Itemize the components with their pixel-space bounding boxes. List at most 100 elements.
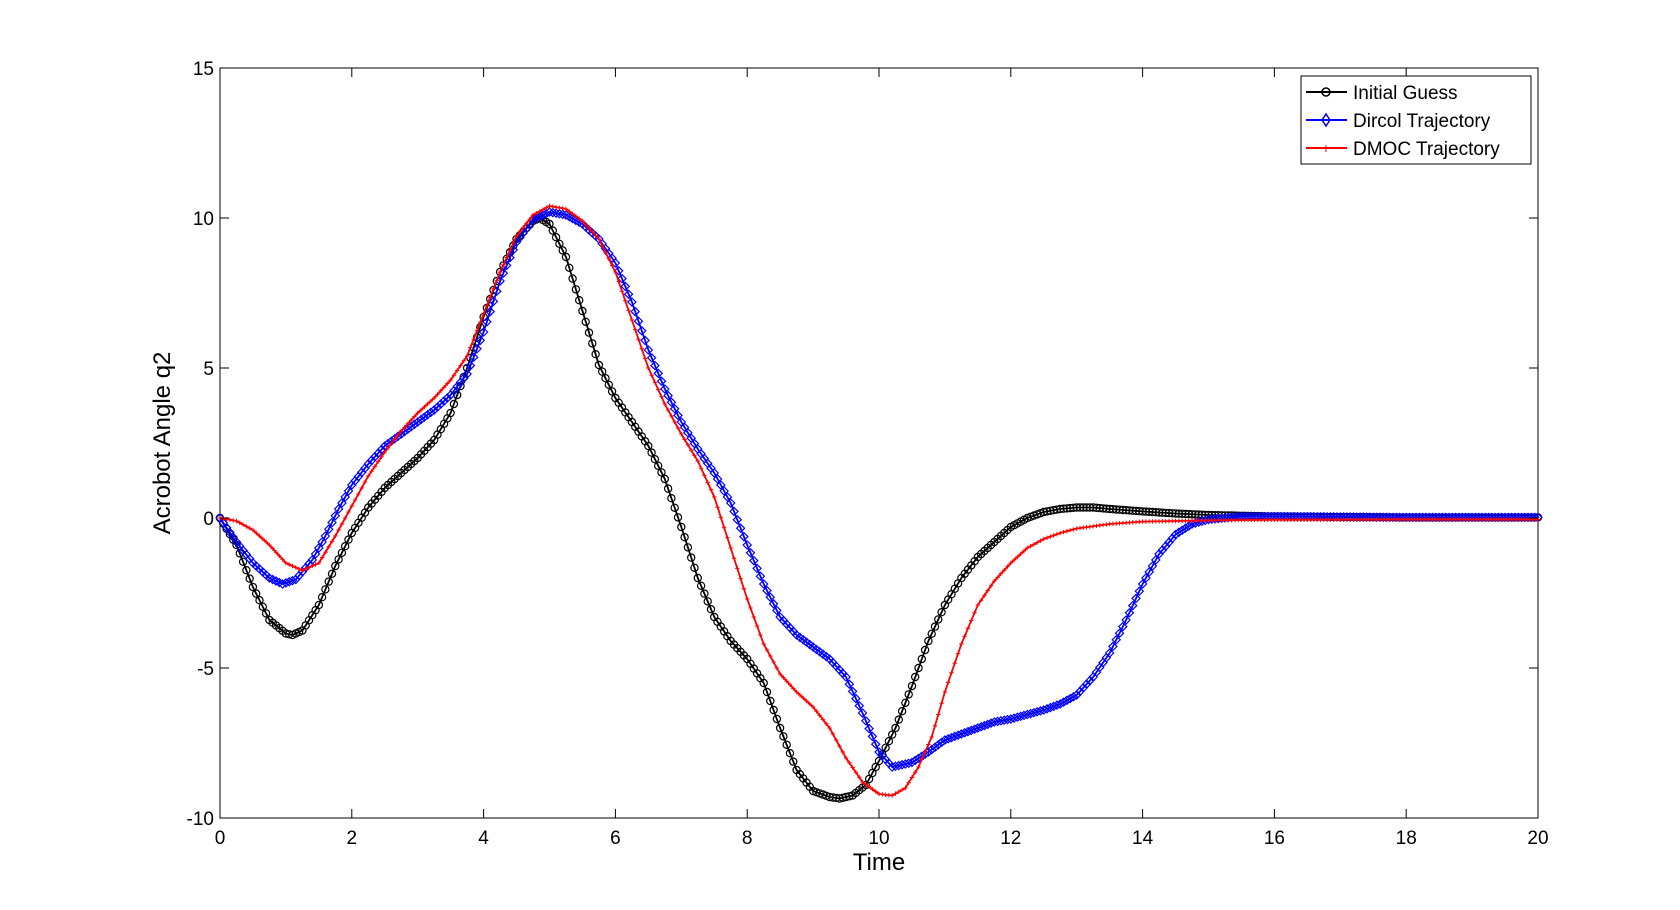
data-point [273,550,279,555]
data-point [517,229,523,234]
data-point [478,320,483,325]
legend-marker-circle-icon [1321,87,1331,97]
data-point [323,524,334,535]
y-tick-label: 10 [193,209,214,230]
data-point [930,622,940,631]
data-point [1054,532,1060,537]
data-point [745,547,756,558]
data-point [511,241,516,246]
data-point [475,335,486,346]
data-point [739,531,749,542]
data-point [888,730,897,739]
data-point [464,353,470,359]
data-point [988,583,994,588]
data-point [804,698,809,704]
data-point [565,263,574,272]
x-tick-label: 12 [1000,828,1021,849]
data-point [893,791,898,796]
data-point [995,575,1000,580]
data-point [735,523,746,534]
data-point [916,764,921,770]
data-point [1150,555,1161,565]
data-point [824,721,829,726]
legend: Initial Guess Dircol Trajectory + DMOC T… [1300,75,1532,165]
data-point [481,311,486,317]
x-tick-label: 18 [1396,828,1417,849]
data-point [551,208,561,219]
data-point [774,665,780,671]
data-point [548,226,558,235]
data-point [570,211,575,216]
data-point [333,504,344,514]
data-point [847,686,858,697]
data-point [766,696,775,706]
data-point [698,466,704,471]
data-point [797,692,803,698]
data-point [260,536,266,542]
data-point [458,363,463,368]
data-point [1102,504,1111,513]
data-point [1045,702,1056,713]
data-point [847,760,852,765]
data-point [963,726,973,737]
data-point [416,414,426,425]
data-point [379,454,384,459]
data-point [1134,586,1145,597]
data-point [558,246,567,255]
data-point [810,704,816,710]
data-point [666,397,677,408]
data-point [596,236,602,242]
data-point [1147,561,1158,571]
legend-label: Initial Guess [1353,83,1458,104]
data-point [656,387,661,392]
x-tick-label: 6 [610,828,621,849]
data-point [801,695,806,701]
y-tick-label: 0 [203,509,214,530]
data-point [1048,534,1053,539]
data-point [779,732,788,741]
data-point [840,749,845,755]
data-point [488,296,499,307]
data-point [998,571,1004,576]
data-point [252,589,261,598]
data-point [389,433,400,444]
data-point [1137,579,1148,589]
data-point [432,402,443,412]
legend-label: DMOC Trajectory [1353,139,1500,160]
data-point [616,279,621,284]
data-point [830,731,836,737]
data-point [642,356,648,361]
data-point [604,380,614,389]
data-point [1171,509,1180,518]
data-point [324,577,333,586]
data-point [695,458,700,464]
data-point [527,217,532,222]
data-point [314,600,324,610]
data-point [234,518,239,524]
data-point [465,360,476,371]
data-point [320,531,331,541]
data-point [949,731,960,742]
data-point [982,593,987,598]
data-point [927,629,936,639]
data-point [914,663,923,673]
legend-marker-plus-icon: + [1322,140,1330,156]
data-point [406,421,416,432]
data-point [590,229,595,234]
data-point [762,687,772,697]
data-point [929,734,934,740]
data-point [896,789,901,794]
x-tick-label: 8 [742,828,753,849]
data-point [514,233,519,239]
data-point [415,410,420,416]
data-point [729,506,739,517]
data-point [1025,545,1030,551]
data-point [619,289,625,294]
data-point [334,555,343,564]
data-point [992,578,997,584]
data-point [687,553,696,562]
data-point [442,393,453,403]
data-point [310,549,321,559]
data-point [1065,693,1075,704]
data-point [863,782,869,787]
